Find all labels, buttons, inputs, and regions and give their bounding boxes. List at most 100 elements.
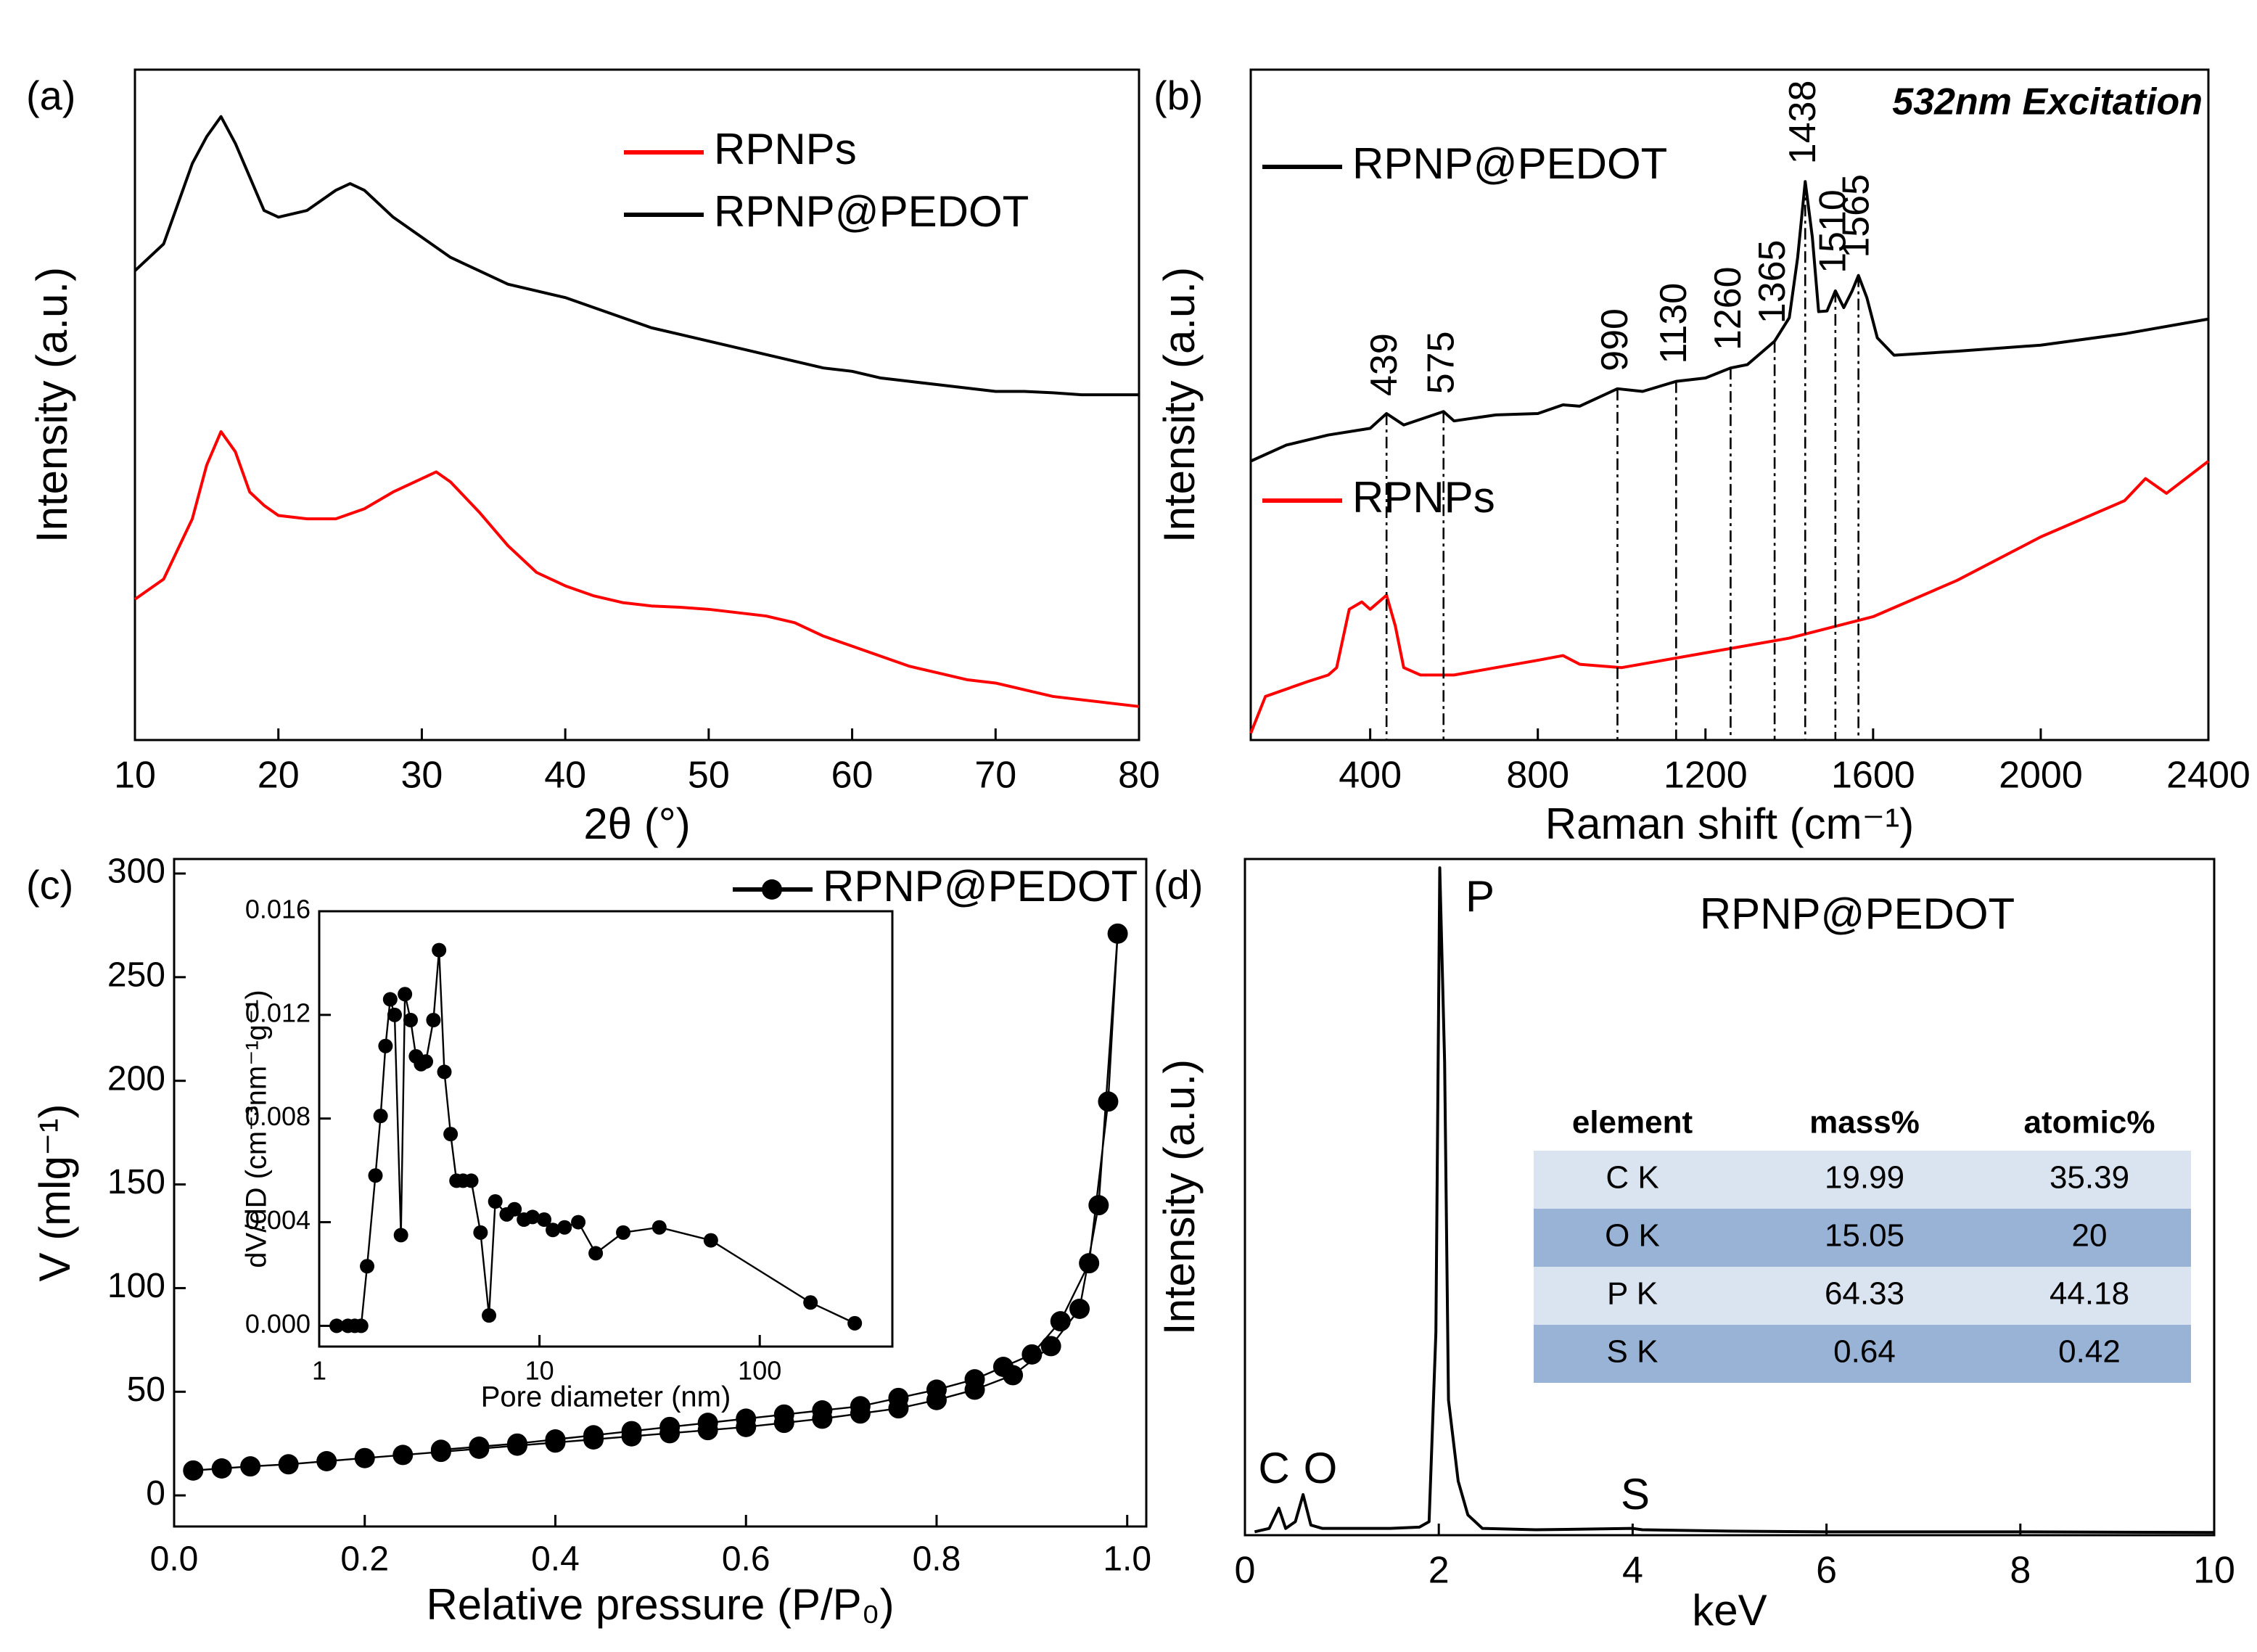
data-point [482,1308,497,1323]
y-axis-label: V (mlg⁻¹) [30,1104,79,1282]
x-tick-label: 10 [114,755,156,797]
data-point [812,1400,833,1421]
panel-label: (b) [1154,73,1203,118]
x-tick-label: 20 [258,755,300,797]
table-cell: O K [1605,1218,1660,1254]
legend-label: RPNP@PEDOT [823,862,1138,911]
data-point [506,1433,527,1454]
series-line [133,115,1139,397]
data-point [382,992,398,1007]
data-point [546,1222,561,1238]
x-tick-label: 2 [1428,1550,1450,1592]
data-point [392,1445,414,1466]
data-point [697,1413,718,1434]
annotation: 532nm Excitation [1892,81,2203,123]
y-tick-label: 150 [107,1163,165,1201]
table-header: atomic% [2024,1105,2155,1141]
data-point [473,1225,488,1240]
data-point [659,1416,681,1437]
data-point [1079,1253,1100,1274]
peak-label: 1365 [1751,240,1793,324]
x-tick-label: 80 [1118,755,1160,797]
data-point [621,1421,642,1442]
peak-label: 1565 [1835,174,1877,258]
y-tick-label: 200 [107,1059,165,1098]
table-cell: 19.99 [1825,1160,1904,1196]
data-point [651,1220,667,1235]
series-line [133,430,1140,708]
data-point [464,1173,479,1188]
x-tick-label: 30 [401,755,443,797]
x-tick-label: 0 [1235,1550,1256,1592]
x-tick-label: 0.6 [722,1540,770,1579]
data-point [616,1225,631,1240]
data-point [316,1451,337,1471]
x-tick-label: 0.0 [150,1540,199,1579]
table-cell: C K [1606,1160,1658,1196]
data-point [387,1007,402,1022]
peak-label: 1438 [1782,81,1824,165]
data-point [847,1315,863,1331]
data-point [992,1357,1014,1377]
y-tick-label: 0.000 [245,1309,311,1339]
x-tick-label: 10 [2193,1550,2235,1592]
data-point [571,1215,586,1230]
x-tick-label: 8 [2010,1550,2031,1592]
legend-label: RPNPs [1352,473,1495,522]
y-tick-label: 0.012 [245,998,311,1027]
data-point [419,1054,434,1069]
legend-label: RPNP@PEDOT [1352,139,1667,188]
data-point [378,1038,393,1053]
x-tick-label: 1 [312,1356,326,1386]
element-label: C [1258,1444,1289,1492]
x-tick-label: 1.0 [1103,1540,1151,1579]
plot-frame [1243,858,2216,1537]
x-tick-label: 60 [831,755,873,797]
x-tick-label: 10 [525,1356,554,1386]
x-tick-label: 400 [1339,755,1402,797]
data-point [926,1379,947,1400]
data-point [557,1220,572,1235]
x-tick-label: 0.2 [340,1540,389,1579]
data-point [432,942,447,958]
data-point [240,1456,261,1477]
data-point [211,1458,232,1479]
legend-label: RPNP@PEDOT [714,187,1029,236]
plot-frame [1249,68,2210,741]
data-point [850,1396,871,1417]
y-tick-label: 50 [127,1370,165,1409]
data-point [1050,1311,1071,1332]
data-point [964,1369,985,1390]
y-tick-label: 100 [107,1267,165,1305]
element-label: O [1304,1444,1338,1492]
data-point [488,1194,503,1209]
table-cell: P K [1607,1276,1658,1312]
table-header: mass% [1809,1105,1920,1141]
data-point [525,1209,540,1225]
y-tick-label: 0.016 [245,895,311,924]
element-label: P [1465,872,1495,921]
data-point [736,1408,757,1429]
data-point [1069,1299,1090,1319]
plot-frame [318,910,894,1348]
plot-frame [173,858,1148,1528]
data-point [430,1439,451,1460]
x-tick-label: 40 [544,755,586,797]
table-cell: 64.33 [1825,1276,1904,1312]
peak-label: 990 [1594,308,1636,371]
y-axis-label: Intensity (a.u.) [1155,267,1204,543]
panel-label: (c) [26,862,73,908]
x-axis-label: Raman shift (cm⁻¹) [1545,800,1914,848]
data-point [278,1454,299,1475]
data-point [803,1295,818,1310]
y-axis-label: dV/dD (cm⁻³nm⁻¹g⁻¹) [241,990,273,1267]
y-tick-label: 0.004 [245,1205,311,1235]
data-point [353,1318,369,1333]
table-row [1534,1325,2191,1383]
x-axis-label: keV [1692,1586,1767,1635]
data-point [773,1404,794,1425]
peak-label: 1130 [1653,283,1695,364]
